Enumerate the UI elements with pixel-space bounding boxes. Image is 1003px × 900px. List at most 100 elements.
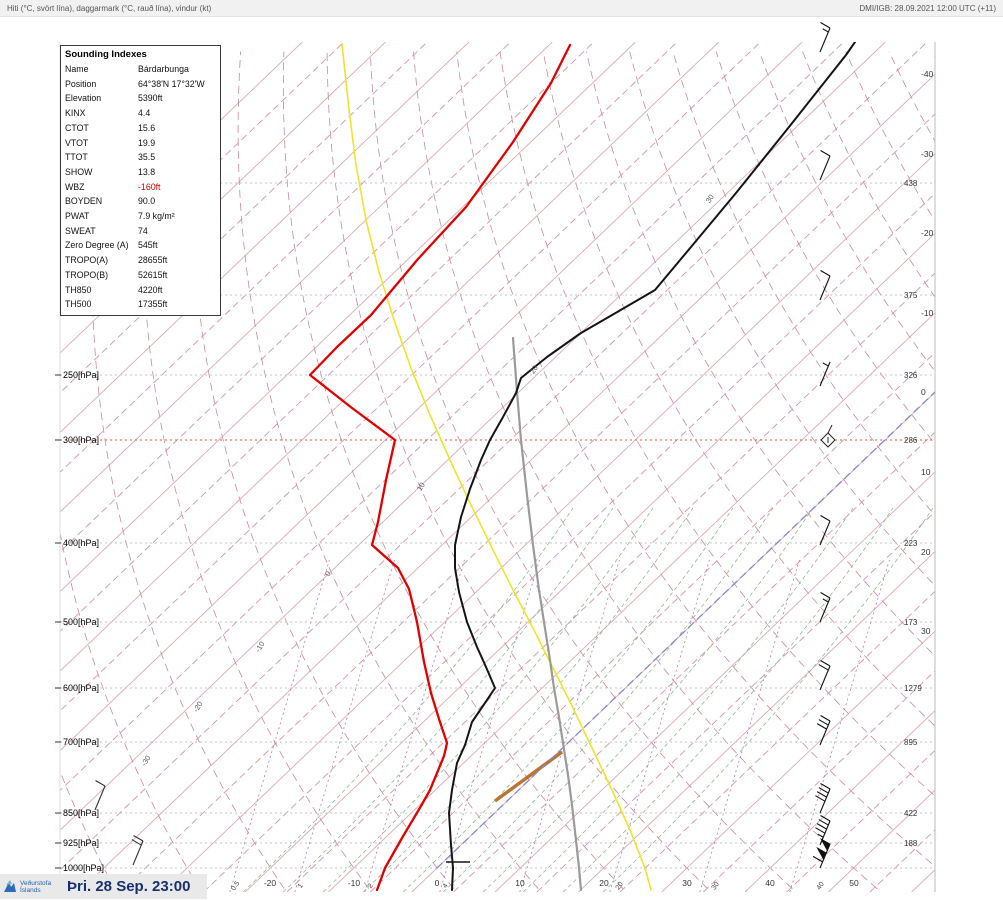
index-value: 4220ft xyxy=(138,284,163,295)
index-value: 17355ft xyxy=(138,299,168,310)
index-row: TH850 4220ft xyxy=(61,283,220,298)
right-height-label: 326 xyxy=(904,371,918,380)
index-row: WBZ -160ft xyxy=(61,180,220,195)
index-row: BOYDEN 90.0 xyxy=(61,194,220,209)
index-value: -160ft xyxy=(138,181,161,192)
index-value: 52615ft xyxy=(138,269,168,280)
index-value: 19.9 xyxy=(138,137,156,148)
footer-bar: Veðurstofa Íslands Þri. 28 Sep. 23:00 xyxy=(0,874,207,899)
index-label: Position xyxy=(65,78,97,89)
right-temp-label: -10 xyxy=(921,308,934,318)
index-label: Elevation xyxy=(65,93,102,104)
bottom-temp-label: 50 xyxy=(849,878,859,888)
index-row: Zero Degree (A) 545ft xyxy=(61,238,220,253)
pressure-label: 250[hPa] xyxy=(63,370,99,380)
index-row: TROPO(A) 28655ft xyxy=(61,253,220,268)
bottom-small-label: 0.5 xyxy=(230,880,241,892)
right-temp-label: 20 xyxy=(921,547,931,557)
index-value: 74 xyxy=(138,225,148,236)
right-height-label: 1279 xyxy=(904,684,922,693)
bottom-temp-label: 30 xyxy=(682,878,692,888)
logo-line1: Veðurstofa xyxy=(20,879,52,887)
bottom-small-label: 2 xyxy=(367,882,375,889)
right-temp-label: 30 xyxy=(921,626,931,636)
right-height-label: 375 xyxy=(904,291,918,300)
index-label: TROPO(B) xyxy=(65,269,109,280)
index-value: 13.8 xyxy=(138,166,156,177)
right-height-label: 223 xyxy=(904,539,918,548)
index-row: Elevation 5390ft xyxy=(61,91,220,106)
index-row: TH500 17355ft xyxy=(61,297,220,312)
logo-line2: Íslands xyxy=(20,886,41,894)
right-temp-label: 0 xyxy=(921,387,926,397)
index-value: 15.6 xyxy=(138,122,156,133)
bottom-temp-label: -10 xyxy=(348,878,361,888)
right-temp-label: -40 xyxy=(921,69,934,79)
pressure-label: 1000[hPa] xyxy=(63,863,104,873)
tropopause-marker xyxy=(820,424,836,448)
index-row: TROPO(B) 52615ft xyxy=(61,268,220,283)
index-value: 4.4 xyxy=(138,108,151,119)
bottom-temp-label: 40 xyxy=(765,878,775,888)
met-office-logo: Veðurstofa Íslands xyxy=(3,879,67,894)
series-height-yellow xyxy=(341,43,652,891)
index-label: VTOT xyxy=(65,137,89,148)
index-label: CTOT xyxy=(65,122,89,133)
index-value: 28655ft xyxy=(138,255,168,266)
inline-grid-label: -10 xyxy=(253,640,266,654)
right-height-label: 422 xyxy=(904,809,918,818)
index-value: 64°38'N 17°32'W xyxy=(138,78,205,89)
index-value: 35.5 xyxy=(138,152,156,163)
index-row: Name Bárdarbunga xyxy=(61,62,220,77)
moist-adiabat-grid xyxy=(242,507,934,892)
right-temp-label: -30 xyxy=(921,149,934,159)
right-height-label: 173 xyxy=(904,618,918,627)
top-legend-bar: Hiti (°C, svört lína), daggarmark (°C, r… xyxy=(0,0,1003,17)
met-office-logo-text: Veðurstofa Íslands xyxy=(20,880,51,894)
series-temperature-black xyxy=(448,42,856,891)
index-row: TTOT 35.5 xyxy=(61,150,220,165)
index-row: CTOT 15.6 xyxy=(61,121,220,136)
index-label: TROPO(A) xyxy=(65,255,109,266)
bottom-temp-label: 10 xyxy=(515,878,525,888)
index-row: VTOT 19.9 xyxy=(61,136,220,151)
index-label: SWEAT xyxy=(65,225,96,236)
bottom-temp-label: -20 xyxy=(264,878,277,888)
series-dewpoint-red xyxy=(308,43,572,892)
bottom-small-label: 4 xyxy=(442,882,450,889)
index-value: 90.0 xyxy=(138,196,156,207)
index-value: 5390ft xyxy=(138,93,163,104)
index-value: 545ft xyxy=(138,240,158,251)
sounding-indexes-title: Sounding Indexes xyxy=(65,49,147,60)
index-label: TH850 xyxy=(65,284,92,295)
pressure-label: 400[hPa] xyxy=(63,538,99,548)
index-label: PWAT xyxy=(65,211,90,222)
sounding-indexes-rows: Name Bárdarbunga Position 64°38'N 17°32'W El… xyxy=(61,62,220,312)
index-value: Bárdarbunga xyxy=(138,64,189,74)
bottom-small-label: 40 xyxy=(816,881,826,891)
index-label: WBZ xyxy=(65,181,85,192)
right-temp-label: -20 xyxy=(921,228,934,238)
inline-grid-label: 20 xyxy=(528,364,540,376)
index-label: KINX xyxy=(65,108,86,119)
series-auxiliary-gray xyxy=(511,336,583,892)
bottom-small-label: 20 xyxy=(615,881,625,891)
index-row: KINX 4.4 xyxy=(61,106,220,121)
index-row: PWAT 7.9 kg/m² xyxy=(61,209,220,224)
right-height-label: 438 xyxy=(904,179,918,188)
cape-highlight-segment xyxy=(493,750,564,803)
index-label: Zero Degree (A) xyxy=(65,240,129,251)
bottom-temp-label: 0 xyxy=(435,878,440,888)
inline-grid-label: 0 xyxy=(323,570,333,578)
pressure-label: 700[hPa] xyxy=(63,737,99,747)
right-height-label: 895 xyxy=(904,738,918,747)
index-row: Position 64°38'N 17°32'W xyxy=(61,77,220,92)
sounding-curves xyxy=(308,42,935,892)
inline-grid-label: 10 xyxy=(415,481,427,493)
index-label: SHOW xyxy=(65,166,93,177)
inline-grid-label: -30 xyxy=(139,754,152,768)
sounding-indexes-panel: Sounding Indexes Name Bárdarbunga Position… xyxy=(60,45,221,316)
wind-barb-column xyxy=(94,22,831,869)
index-label: TTOT xyxy=(65,152,88,163)
